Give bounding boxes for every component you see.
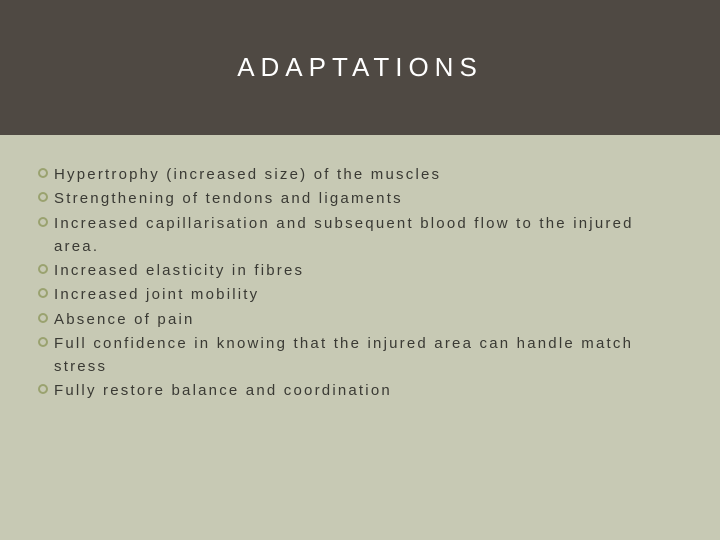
bullet-icon	[38, 192, 48, 202]
list-item: Hypertrophy (increased size) of the musc…	[38, 163, 682, 186]
bullet-text: Strengthening of tendons and ligaments	[54, 187, 682, 210]
bullet-icon	[38, 264, 48, 274]
bullet-text: Full confidence in knowing that the inju…	[54, 332, 682, 379]
bullet-icon	[38, 384, 48, 394]
bullet-icon	[38, 217, 48, 227]
list-item: Increased elasticity in fibres	[38, 259, 682, 282]
list-item: Increased joint mobility	[38, 283, 682, 306]
list-item: Fully restore balance and coordination	[38, 379, 682, 402]
list-item: Increased capillarisation and subsequent…	[38, 212, 682, 259]
list-item: Full confidence in knowing that the inju…	[38, 332, 682, 379]
bullet-icon	[38, 288, 48, 298]
bullet-text: Absence of pain	[54, 308, 682, 331]
list-item: Absence of pain	[38, 308, 682, 331]
bullet-text: Increased elasticity in fibres	[54, 259, 682, 282]
bullet-text: Increased joint mobility	[54, 283, 682, 306]
bullet-text: Fully restore balance and coordination	[54, 379, 682, 402]
title-band: ADAPTATIONS	[0, 0, 720, 135]
list-item: Strengthening of tendons and ligaments	[38, 187, 682, 210]
slide-body: Hypertrophy (increased size) of the musc…	[0, 135, 720, 403]
slide-title: ADAPTATIONS	[237, 52, 483, 83]
bullet-text: Hypertrophy (increased size) of the musc…	[54, 163, 682, 186]
bullet-icon	[38, 337, 48, 347]
bullet-icon	[38, 168, 48, 178]
bullet-text: Increased capillarisation and subsequent…	[54, 212, 682, 259]
bullet-icon	[38, 313, 48, 323]
bullet-list: Hypertrophy (increased size) of the musc…	[38, 163, 682, 403]
